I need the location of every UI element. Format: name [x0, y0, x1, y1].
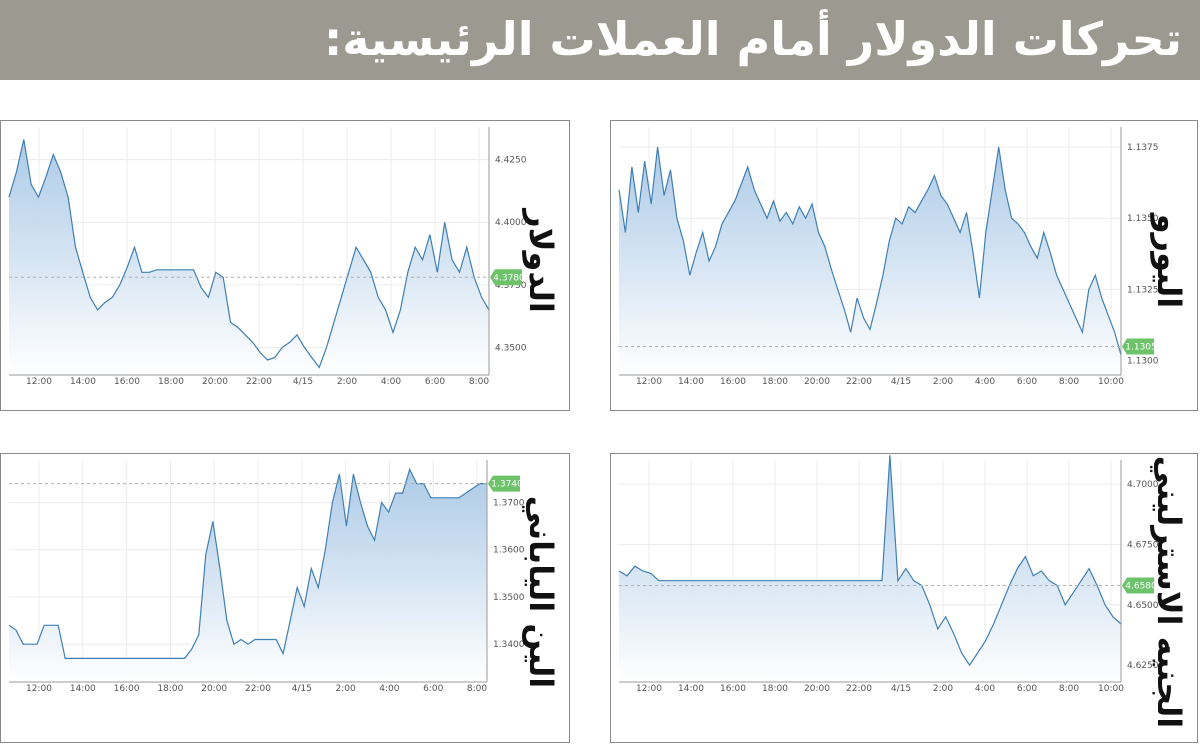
y-tick-label: 4.4000	[495, 218, 527, 228]
chart-dollar: 12:00 14:00 16:00 18:00 20:00 22:00 4/15 2:00 4:…	[8, 127, 527, 387]
x-tick-label: 4:00	[975, 684, 995, 694]
chart-panel-jpy: 12:00 14:00 16:00 18:00 20:00 22:00 4/15 2:00 4:…	[0, 453, 570, 743]
x-tick-label: 16:00	[720, 684, 746, 694]
series-area	[619, 455, 1121, 682]
x-tick-label: 4/15	[891, 684, 911, 694]
x-tick-label: 8:00	[1059, 684, 1079, 694]
x-tick-label: 14:00	[70, 377, 96, 387]
current-value-badge: 1.1305	[1122, 338, 1157, 355]
y-tick-label: 4.7000	[1127, 480, 1159, 490]
x-tick-label: 14:00	[678, 377, 704, 387]
x-tick-label: 18:00	[158, 377, 184, 387]
x-tick-label: 10:00	[1098, 377, 1124, 387]
x-tick-label: 16:00	[114, 684, 140, 694]
x-tick-label: 2:00	[337, 377, 357, 387]
page-title: تحركات الدولار أمام العملات الرئيسية:	[323, 12, 1182, 66]
current-value-badge: 4.3780	[490, 269, 525, 286]
y-tick-label: 1.1375	[1127, 143, 1159, 153]
series-line	[8, 467, 487, 659]
x-tick-label: 20:00	[804, 684, 830, 694]
x-tick-label: 6:00	[1017, 684, 1037, 694]
y-tick-label: 4.6250	[1127, 661, 1159, 671]
series-area	[9, 469, 487, 682]
x-tick-label: 12:00	[636, 684, 662, 694]
current-value-badge: 1.3740	[488, 475, 523, 492]
x-tick-label: 22:00	[246, 377, 272, 387]
x-tick-label: 22:00	[846, 377, 872, 387]
chart-title-jpy: الين الياباني	[522, 495, 560, 689]
series-line	[618, 455, 1122, 667]
series-area	[619, 147, 1121, 375]
x-tick-label: 20:00	[201, 684, 227, 694]
x-tick-label: 22:00	[846, 684, 872, 694]
y-tick-label: 1.1325	[1127, 285, 1159, 295]
x-tick-label: 14:00	[70, 684, 96, 694]
current-value-label: 1.1305	[1125, 342, 1157, 352]
y-tick-label: 1.3400	[493, 640, 525, 650]
chart-title-euro: اليورو	[1150, 213, 1188, 309]
series-line	[8, 139, 490, 369]
y-tick-label: 1.3500	[493, 593, 525, 603]
y-tick-label: 1.1350	[1127, 214, 1159, 224]
y-tick-label: 1.3700	[493, 499, 525, 509]
x-tick-label: 8:00	[1059, 377, 1079, 387]
x-tick-label: 12:00	[636, 377, 662, 387]
x-tick-label: 10:00	[1098, 684, 1124, 694]
chart-title-aud: الجنيه الاسترليني	[1150, 455, 1188, 729]
x-tick-label: 18:00	[762, 377, 788, 387]
x-tick-label: 18:00	[157, 684, 183, 694]
chart-aud: 12:00 14:00 16:00 18:00 20:00 22:00 4/15 2:00 4:…	[618, 455, 1159, 694]
x-tick-label: 4:00	[381, 377, 401, 387]
series-area	[9, 139, 489, 375]
x-tick-label: 22:00	[245, 684, 271, 694]
x-tick-label: 4:00	[975, 377, 995, 387]
current-value-label: 1.3740	[491, 480, 523, 490]
y-tick-label: 1.1300	[1127, 357, 1159, 367]
x-tick-label: 16:00	[720, 377, 746, 387]
current-value-badge: 4.6580	[1122, 577, 1157, 594]
x-tick-label: 4:00	[379, 684, 399, 694]
series-line	[618, 146, 1122, 356]
x-tick-label: 12:00	[26, 377, 52, 387]
x-tick-label: 4/15	[293, 377, 313, 387]
x-tick-label: 14:00	[678, 684, 704, 694]
chart-jpy: 12:00 14:00 16:00 18:00 20:00 22:00 4/15 2:00 4:…	[8, 460, 525, 694]
x-tick-label: 4/15	[292, 684, 312, 694]
y-tick-label: 4.6750	[1127, 540, 1159, 550]
y-tick-label: 4.6500	[1127, 601, 1159, 611]
x-tick-label: 20:00	[202, 377, 228, 387]
chart-euro: 12:00 14:00 16:00 18:00 20:00 22:00 4/15 2:00 4:…	[618, 127, 1159, 387]
chart-panel-aud: 12:00 14:00 16:00 18:00 20:00 22:00 4/15 2:00 4:…	[610, 453, 1198, 743]
x-tick-label: 6:00	[1017, 377, 1037, 387]
x-tick-label: 18:00	[762, 684, 788, 694]
y-tick-label: 4.3500	[495, 343, 527, 353]
page-header: تحركات الدولار أمام العملات الرئيسية:	[0, 0, 1200, 80]
x-tick-label: 16:00	[114, 377, 140, 387]
x-tick-label: 20:00	[804, 377, 830, 387]
x-tick-label: 6:00	[423, 684, 443, 694]
x-tick-label: 4/15	[891, 377, 911, 387]
chart-panel-euro: 12:00 14:00 16:00 18:00 20:00 22:00 4/15 2:00 4:…	[610, 120, 1198, 411]
x-tick-label: 8:00	[469, 377, 489, 387]
y-tick-label: 4.3750	[495, 281, 527, 291]
y-tick-label: 1.3600	[493, 546, 525, 556]
x-tick-label: 8:00	[467, 684, 487, 694]
x-tick-label: 2:00	[933, 377, 953, 387]
current-value-label: 4.6580	[1125, 581, 1157, 591]
x-tick-label: 12:00	[26, 684, 52, 694]
current-value-label: 4.3780	[493, 273, 525, 283]
chart-title-dollar: الدولار	[522, 209, 560, 313]
y-tick-label: 4.4250	[495, 156, 527, 166]
chart-panel-dollar: 12:00 14:00 16:00 18:00 20:00 22:00 4/15 2:00 4:…	[0, 120, 570, 411]
x-tick-label: 2:00	[933, 684, 953, 694]
x-tick-label: 6:00	[425, 377, 445, 387]
x-tick-label: 2:00	[335, 684, 355, 694]
